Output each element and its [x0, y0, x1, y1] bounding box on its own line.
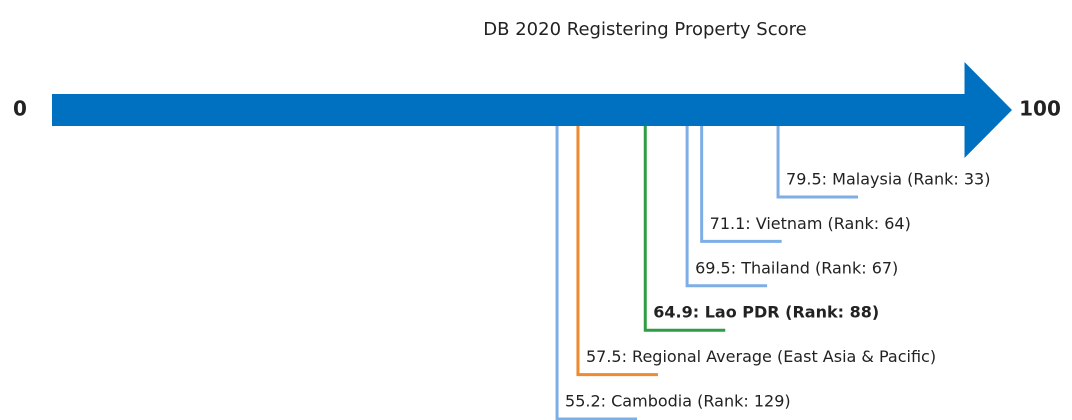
marker-label: 79.5: Malaysia (Rank: 33)	[786, 170, 990, 189]
marker-line	[555, 126, 638, 420]
marker-line	[643, 126, 726, 332]
chart-title: DB 2020 Registering Property Score	[483, 19, 806, 40]
x-tick-label: 0	[13, 97, 27, 121]
marker-line	[685, 126, 768, 288]
marker-line	[776, 126, 859, 199]
marker-label: 55.2: Cambodia (Rank: 129)	[565, 392, 791, 411]
marker-label: 64.9: Lao PDR (Rank: 88)	[653, 303, 879, 322]
axis-arrow	[52, 62, 1012, 158]
marker-label: 71.1: Vietnam (Rank: 64)	[710, 214, 911, 233]
x-tick-label: 100	[1019, 97, 1061, 121]
marker-label: 57.5: Regional Average (East Asia & Paci…	[586, 347, 936, 366]
marker-line	[576, 126, 658, 377]
marker-line	[700, 126, 782, 243]
marker-label: 69.5: Thailand (Rank: 67)	[695, 258, 898, 277]
